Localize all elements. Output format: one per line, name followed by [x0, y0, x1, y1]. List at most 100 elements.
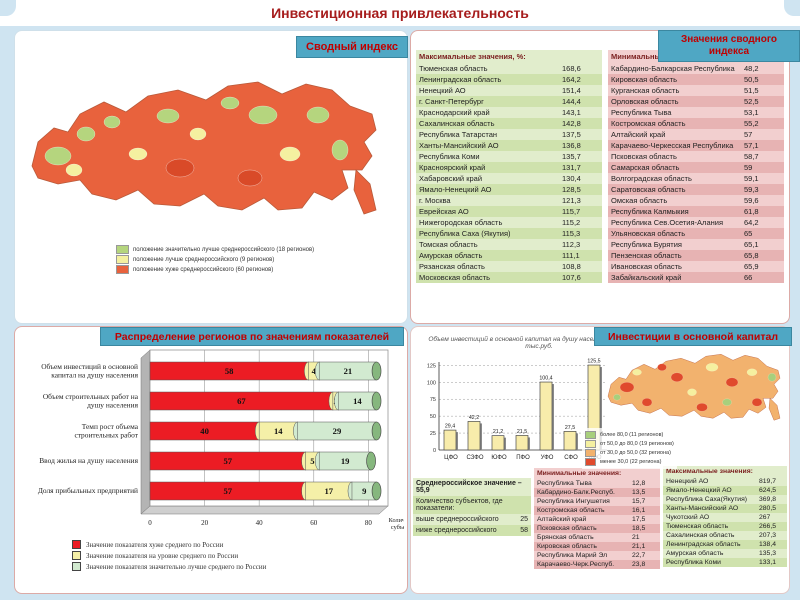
table-row: Республика Татарстан 137,5 — [416, 129, 602, 140]
svg-text:5: 5 — [310, 456, 314, 466]
legend-item: более 80,0 (11 регионов) — [585, 431, 674, 439]
region-name: Ямало-Ненецкий АО — [666, 487, 732, 494]
region-name: Томская область — [419, 240, 478, 249]
region-value: 61,8 — [744, 207, 759, 216]
region-name: Республика Саха (Якутия) — [419, 229, 511, 238]
legend-item: от 50,0 до 80,0 (19 регионов) — [585, 440, 674, 448]
region-value: 130,4 — [562, 174, 581, 183]
above-average-value: 25 — [520, 516, 528, 523]
region-value: 52,5 — [744, 97, 759, 106]
region-name: Кабардино-Балк.Респуб. — [537, 489, 615, 496]
region-name: Еврейская АО — [419, 207, 469, 216]
region-name: Ханты-Мансийский АО — [666, 505, 739, 512]
svg-text:27,5: 27,5 — [565, 425, 575, 431]
investments-chart-title: Объем инвестиций в основной капитал на д… — [428, 336, 650, 350]
region-value: 142,8 — [562, 119, 581, 128]
region-name: Нижегородская область — [419, 218, 503, 227]
table-row: Ямало-Ненецкий АО 624,5 — [663, 486, 787, 495]
region-name: Республика Тыва — [537, 480, 592, 487]
page-title: Инвестиционная привлекательность — [271, 5, 529, 21]
region-name: Алтайский край — [537, 516, 587, 523]
svg-text:Доля прибыльных предприятий: Доля прибыльных предприятий — [38, 486, 138, 495]
table-row: Алтайский край 17,5 — [534, 515, 660, 524]
region-value: 168,6 — [562, 64, 581, 73]
table-row: Амурская область 111,1 — [416, 250, 602, 261]
region-name: Ленинградская область — [666, 541, 741, 548]
region-value: 23,8 — [632, 561, 646, 568]
region-value: 51,5 — [744, 86, 759, 95]
table-row: Республика Марий Эл 22,7 — [534, 551, 660, 560]
region-value: 137,5 — [562, 130, 581, 139]
region-name: Алтайский край — [611, 130, 666, 139]
below-average-value: 58 — [520, 527, 528, 534]
table-row: Хабаровский край 130,4 — [416, 173, 602, 184]
legend-label: положение хуже среднероссийского (60 рег… — [133, 266, 274, 273]
svg-text:57: 57 — [223, 456, 232, 466]
svg-text:14: 14 — [353, 396, 362, 406]
distribution-chart-legend: Значение показателя хуже среднего по Рос… — [72, 538, 266, 573]
region-name: Амурская область — [419, 251, 483, 260]
table-row: Республика Ингушетия 15,7 — [534, 497, 660, 506]
region-name: Карачаево-Черк.Респуб. — [537, 561, 615, 568]
svg-text:14: 14 — [274, 426, 283, 436]
region-name: Костромская область — [537, 507, 605, 514]
region-name: Республика Сев.Осетия-Алания — [611, 218, 724, 227]
region-name: Республика Саха(Якутия) — [666, 496, 748, 503]
region-value: 115,7 — [562, 207, 581, 216]
legend-item: положение лучше среднероссийского (9 рег… — [116, 255, 314, 264]
legend-label: положение значительно лучше среднероссий… — [133, 246, 315, 253]
svg-text:9: 9 — [362, 486, 366, 496]
table-row: Ханты-Мансийский АО 136,8 — [416, 140, 602, 151]
svg-text:29,4: 29,4 — [445, 424, 455, 430]
svg-text:75: 75 — [430, 397, 436, 403]
svg-text:67: 67 — [237, 396, 246, 406]
region-name: Кировская область — [537, 543, 597, 550]
table-row: Чукотский АО 267 — [663, 513, 787, 522]
region-value: 135,7 — [562, 152, 581, 161]
region-name: Самарская область — [611, 163, 680, 172]
svg-text:19: 19 — [341, 456, 350, 466]
above-average-row: выше среднероссийского 25 — [413, 514, 531, 525]
legend-swatch — [72, 540, 81, 549]
region-value: 280,5 — [759, 505, 777, 512]
svg-text:17: 17 — [324, 486, 333, 496]
investments-min-table-title: Минимальные значения: — [534, 468, 660, 479]
region-value: 57,1 — [744, 141, 759, 150]
legend-label: более 80,0 (11 регионов) — [600, 432, 664, 438]
svg-text:25: 25 — [430, 431, 436, 437]
region-value: 128,5 — [562, 185, 581, 194]
region-name: Ненецкий АО — [666, 478, 709, 485]
tab-investments: Инвестиции в основной капитал — [594, 327, 792, 346]
legend-swatch — [585, 431, 596, 439]
region-name: Кировская область — [611, 75, 678, 84]
region-value: 59,3 — [744, 185, 759, 194]
table-row: Омская область 59,6 — [608, 195, 784, 206]
region-value: 21 — [632, 534, 640, 541]
table-row: Республика Тыва 53,1 — [608, 107, 784, 118]
region-name: Пензенская область — [611, 251, 682, 260]
legend-label: Значение показателя на уровне среднего п… — [86, 551, 239, 560]
svg-text:УФО: УФО — [541, 455, 554, 461]
table-row: Забайкальский край 66 — [608, 272, 784, 283]
region-name: г. Санкт-Петербург — [419, 97, 484, 106]
svg-text:40: 40 — [256, 519, 263, 527]
table-row: Республика Коми 135,7 — [416, 151, 602, 162]
investments-summary-table: Среднероссийское значение – 55,9 Количес… — [413, 478, 531, 536]
region-value: 65,1 — [744, 240, 759, 249]
legend-item: Значение показателя значительно лучше ср… — [72, 562, 266, 571]
region-value: 12,8 — [632, 480, 646, 487]
table-row: Саратовская область 59,3 — [608, 184, 784, 195]
region-value: 107,6 — [562, 273, 581, 282]
svg-text:ПФО: ПФО — [516, 455, 530, 461]
region-name: Псковская область — [611, 152, 677, 161]
region-value: 22,7 — [632, 552, 646, 559]
region-value: 133,1 — [759, 559, 777, 566]
legend-label: Значение показателя хуже среднего по Рос… — [86, 540, 224, 549]
region-name: Республика Калмыкия — [611, 207, 689, 216]
table-row: Ямало-Ненецкий АО 128,5 — [416, 184, 602, 195]
svg-text:4: 4 — [312, 366, 317, 376]
table-row: Костромская область 16,1 — [534, 506, 660, 515]
legend-swatch — [585, 458, 596, 466]
